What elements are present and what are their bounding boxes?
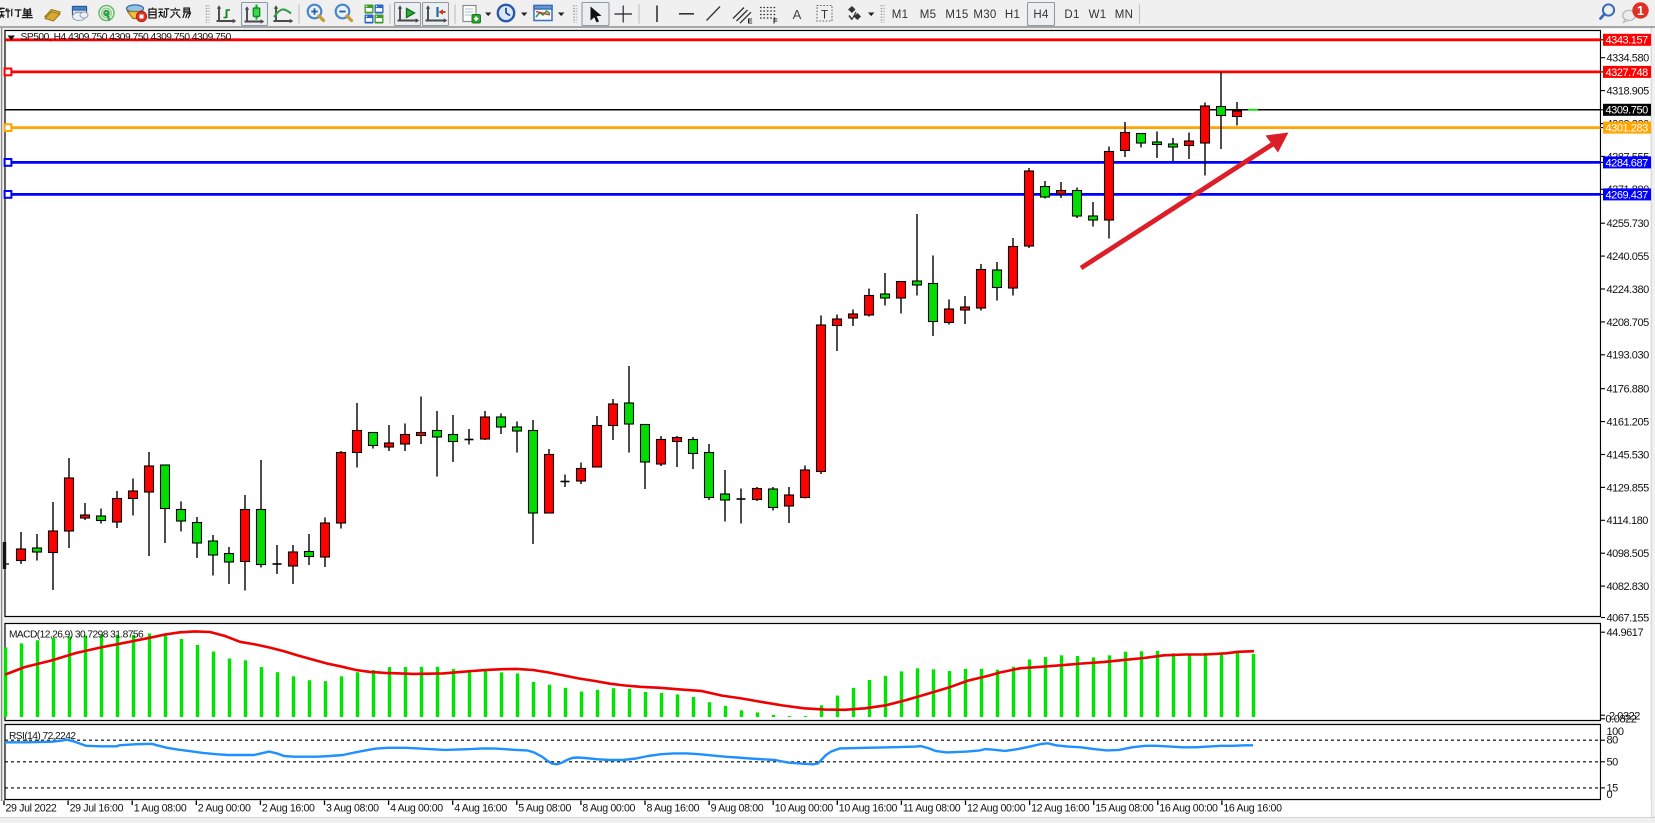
svg-text:1 Aug 08:00: 1 Aug 08:00 — [134, 803, 187, 815]
svg-text:4334.580: 4334.580 — [1607, 53, 1650, 65]
svg-text:9 Aug 08:00: 9 Aug 08:00 — [711, 803, 764, 815]
svg-text:4327.748: 4327.748 — [1606, 67, 1649, 79]
svg-text:4309.750: 4309.750 — [1606, 105, 1649, 117]
svg-text:D1: D1 — [1064, 9, 1079, 21]
svg-text:4240.055: 4240.055 — [1607, 251, 1650, 263]
svg-text:4161.205: 4161.205 — [1607, 417, 1650, 429]
svg-text:4098.505: 4098.505 — [1607, 548, 1650, 560]
svg-text:4 Aug 00:00: 4 Aug 00:00 — [390, 803, 443, 815]
svg-text:3 Aug 08:00: 3 Aug 08:00 — [326, 803, 379, 815]
svg-text:8 Aug 16:00: 8 Aug 16:00 — [647, 803, 700, 815]
svg-text:0: 0 — [1607, 789, 1613, 801]
svg-text:50: 50 — [1607, 756, 1619, 768]
svg-text:11 Aug 08:00: 11 Aug 08:00 — [903, 803, 961, 815]
svg-text:4082.830: 4082.830 — [1607, 581, 1650, 593]
svg-text:MN: MN — [1115, 9, 1134, 21]
svg-text:4 Aug 16:00: 4 Aug 16:00 — [454, 803, 507, 815]
svg-text:4269.437: 4269.437 — [1606, 189, 1649, 201]
svg-text:4284.687: 4284.687 — [1606, 157, 1649, 169]
svg-text:15 Aug 08:00: 15 Aug 08:00 — [1095, 803, 1154, 815]
svg-text:F: F — [773, 17, 778, 26]
svg-text:M30: M30 — [973, 9, 996, 21]
svg-text:29 Jul 2022: 29 Jul 2022 — [6, 803, 57, 815]
svg-text:44.9617: 44.9617 — [1607, 627, 1644, 639]
svg-text:A: A — [793, 7, 802, 22]
svg-text:100: 100 — [1607, 726, 1624, 738]
svg-text:5 Aug 08:00: 5 Aug 08:00 — [518, 803, 571, 815]
svg-text:M1: M1 — [892, 9, 909, 21]
svg-text:MACD(12,26,9) 30.7298 31.8756: MACD(12,26,9) 30.7298 31.8756 — [9, 629, 144, 640]
svg-text:4224.380: 4224.380 — [1607, 284, 1650, 296]
svg-text:T: T — [821, 9, 828, 21]
svg-text:H4: H4 — [1033, 9, 1049, 21]
svg-text:RSI(14) 72.2242: RSI(14) 72.2242 — [9, 731, 76, 742]
svg-text:1: 1 — [1637, 4, 1644, 18]
svg-text:4145.530: 4145.530 — [1607, 449, 1650, 461]
svg-text:0.0822: 0.0822 — [1606, 713, 1637, 725]
svg-text:10 Aug 16:00: 10 Aug 16:00 — [839, 803, 898, 815]
svg-text:4114.180: 4114.180 — [1607, 515, 1649, 527]
svg-text:H1: H1 — [1005, 9, 1020, 21]
svg-text:8 Aug 00:00: 8 Aug 00:00 — [582, 803, 635, 815]
svg-text:4318.905: 4318.905 — [1607, 86, 1650, 98]
svg-text:M15: M15 — [945, 9, 968, 21]
svg-text:4301.283: 4301.283 — [1606, 123, 1649, 135]
svg-text:16 Aug 16:00: 16 Aug 16:00 — [1223, 803, 1282, 815]
svg-text:SP500, H4 4309.750 4309.750 4: SP500, H4 4309.750 4309.750 4309.750 430… — [21, 32, 232, 43]
svg-text:W1: W1 — [1089, 9, 1107, 21]
svg-text:2 Aug 00:00: 2 Aug 00:00 — [198, 803, 251, 815]
svg-text:4255.730: 4255.730 — [1607, 218, 1650, 230]
svg-text:4343.157: 4343.157 — [1606, 35, 1649, 47]
svg-text:29 Jul 16:00: 29 Jul 16:00 — [70, 803, 124, 815]
svg-text:4208.705: 4208.705 — [1607, 317, 1650, 329]
svg-text:10 Aug 00:00: 10 Aug 00:00 — [775, 803, 834, 815]
svg-text:2 Aug 16:00: 2 Aug 16:00 — [262, 803, 315, 815]
svg-text:12 Aug 16:00: 12 Aug 16:00 — [1031, 803, 1090, 815]
svg-text:15: 15 — [1607, 782, 1619, 794]
svg-text:4176.880: 4176.880 — [1607, 384, 1650, 396]
svg-text:4067.155: 4067.155 — [1607, 612, 1650, 624]
svg-text:80: 80 — [1607, 735, 1619, 747]
svg-text:4193.030: 4193.030 — [1607, 350, 1650, 362]
svg-text:12 Aug 00:00: 12 Aug 00:00 — [967, 803, 1026, 815]
svg-text:4129.855: 4129.855 — [1607, 482, 1650, 494]
svg-text:M5: M5 — [920, 9, 937, 21]
svg-text:2.0322: 2.0322 — [1609, 711, 1640, 723]
svg-text:E: E — [748, 17, 753, 26]
svg-text:16 Aug 00:00: 16 Aug 00:00 — [1159, 803, 1218, 815]
